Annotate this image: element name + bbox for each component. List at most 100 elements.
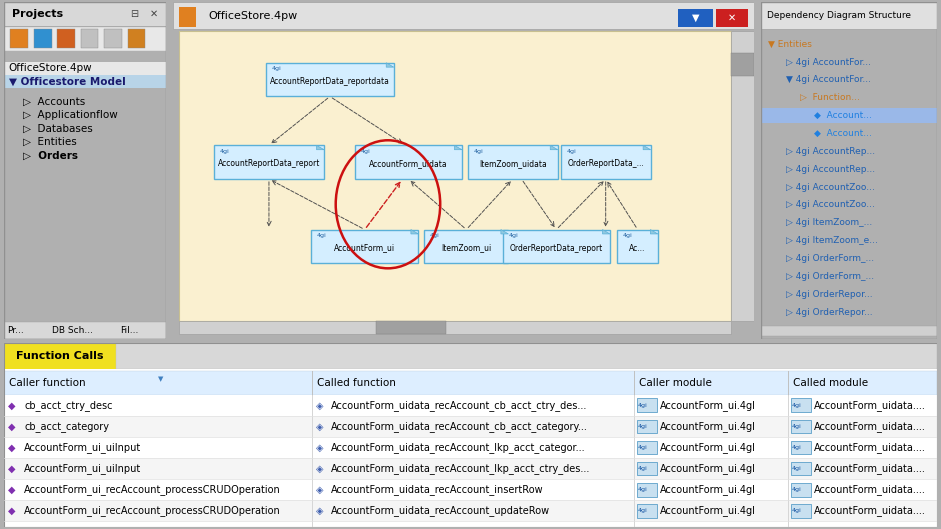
- Text: ▷ 4gi OrderRepor...: ▷ 4gi OrderRepor...: [786, 290, 872, 299]
- FancyBboxPatch shape: [761, 2, 937, 29]
- Text: 4gi: 4gi: [623, 233, 633, 238]
- Text: 4gi: 4gi: [638, 445, 647, 450]
- Polygon shape: [501, 230, 508, 234]
- FancyBboxPatch shape: [637, 419, 657, 433]
- Text: AccountForm_ui: AccountForm_ui: [334, 244, 395, 253]
- FancyBboxPatch shape: [678, 9, 713, 28]
- Text: ▷ 4gi AccountRep...: ▷ 4gi AccountRep...: [786, 147, 875, 156]
- Polygon shape: [650, 230, 658, 234]
- Text: ◆: ◆: [8, 442, 15, 452]
- Polygon shape: [411, 230, 419, 234]
- Text: ◆  Account...: ◆ Account...: [814, 129, 872, 138]
- FancyBboxPatch shape: [10, 29, 28, 48]
- FancyBboxPatch shape: [179, 31, 730, 321]
- Text: AccountForm_ui.4gl: AccountForm_ui.4gl: [660, 421, 756, 432]
- Text: 4gi: 4gi: [566, 149, 576, 154]
- Text: Dependency Diagram Structure: Dependency Diagram Structure: [767, 11, 911, 20]
- Text: ▷ 4gi OrderForm_...: ▷ 4gi OrderForm_...: [786, 272, 874, 281]
- FancyBboxPatch shape: [637, 483, 657, 497]
- FancyBboxPatch shape: [468, 145, 558, 179]
- Text: AccountForm_ui_recAccount_processCRUDOperation: AccountForm_ui_recAccount_processCRUDOpe…: [24, 505, 281, 516]
- Text: AccountForm_uidata....: AccountForm_uidata....: [814, 463, 926, 474]
- FancyBboxPatch shape: [4, 75, 166, 88]
- Text: OfficeStore.4pw: OfficeStore.4pw: [8, 63, 92, 74]
- FancyBboxPatch shape: [4, 369, 937, 527]
- FancyBboxPatch shape: [790, 462, 811, 476]
- Text: Fil...: Fil...: [120, 326, 138, 335]
- Text: AccountForm_ui.4gl: AccountForm_ui.4gl: [660, 463, 756, 474]
- FancyBboxPatch shape: [790, 398, 811, 412]
- Text: AccountReportData_reportdata: AccountReportData_reportdata: [270, 77, 390, 86]
- Polygon shape: [386, 63, 393, 67]
- Text: ▷  Accounts: ▷ Accounts: [24, 96, 86, 106]
- FancyBboxPatch shape: [4, 27, 166, 51]
- FancyBboxPatch shape: [81, 29, 99, 48]
- FancyBboxPatch shape: [790, 419, 811, 433]
- Text: 4gi: 4gi: [317, 233, 327, 238]
- Text: ◆: ◆: [8, 422, 15, 431]
- FancyBboxPatch shape: [637, 441, 657, 454]
- Text: 4gi: 4gi: [791, 445, 802, 450]
- FancyBboxPatch shape: [790, 441, 811, 454]
- Text: Caller module: Caller module: [640, 378, 712, 388]
- Text: 4gi: 4gi: [791, 508, 802, 513]
- Text: AccountForm_uidata_recAccount_updateRow: AccountForm_uidata_recAccount_updateRow: [330, 505, 550, 516]
- Text: AccountForm_uidata_recAccount_lkp_acct_ctry_des...: AccountForm_uidata_recAccount_lkp_acct_c…: [330, 463, 590, 474]
- FancyBboxPatch shape: [502, 230, 610, 263]
- Text: 4gi: 4gi: [638, 487, 647, 492]
- Text: AccountForm_ui_uiInput: AccountForm_ui_uiInput: [24, 463, 141, 474]
- Text: 4gi: 4gi: [791, 424, 802, 429]
- Text: AccountReportData_report: AccountReportData_report: [217, 159, 320, 168]
- Text: 4gi: 4gi: [638, 403, 647, 408]
- Text: ▷  Function...: ▷ Function...: [800, 93, 860, 102]
- FancyBboxPatch shape: [617, 230, 658, 263]
- FancyBboxPatch shape: [311, 230, 419, 263]
- Text: ◆: ◆: [8, 506, 15, 516]
- Text: ▷ 4gi ItemZoom_...: ▷ 4gi ItemZoom_...: [786, 218, 872, 227]
- Text: ▷ 4gi AccountZoo...: ▷ 4gi AccountZoo...: [786, 200, 875, 209]
- Text: ▷ 4gi AccountRep...: ▷ 4gi AccountRep...: [786, 165, 875, 174]
- Text: ItemZoom_ui: ItemZoom_ui: [441, 244, 491, 253]
- Text: 4gi: 4gi: [638, 424, 647, 429]
- Text: ◈: ◈: [315, 506, 323, 516]
- Text: AccountForm_uidata....: AccountForm_uidata....: [814, 400, 926, 411]
- Text: Caller function: Caller function: [9, 378, 86, 388]
- Text: AccountForm_uidata....: AccountForm_uidata....: [814, 505, 926, 516]
- Text: AccountForm_uidata....: AccountForm_uidata....: [814, 442, 926, 453]
- FancyBboxPatch shape: [4, 437, 937, 458]
- FancyBboxPatch shape: [214, 145, 324, 179]
- FancyBboxPatch shape: [730, 31, 754, 321]
- FancyBboxPatch shape: [128, 29, 145, 48]
- Text: cb_acct_category: cb_acct_category: [24, 421, 109, 432]
- FancyBboxPatch shape: [424, 230, 508, 263]
- FancyBboxPatch shape: [4, 458, 937, 479]
- FancyBboxPatch shape: [730, 53, 754, 76]
- Text: ✕: ✕: [150, 9, 157, 19]
- Text: 4gi: 4gi: [638, 508, 647, 513]
- FancyBboxPatch shape: [179, 321, 730, 334]
- Text: AccountForm_uidata_recAccount_cb_acct_ctry_des...: AccountForm_uidata_recAccount_cb_acct_ct…: [330, 400, 587, 411]
- Text: 4gi: 4gi: [508, 233, 518, 238]
- Text: ▷  Orders: ▷ Orders: [24, 150, 78, 160]
- Text: ▼: ▼: [158, 376, 163, 382]
- Text: 4gi: 4gi: [473, 149, 484, 154]
- FancyBboxPatch shape: [4, 371, 937, 395]
- Text: ◈: ◈: [315, 442, 323, 452]
- Text: Called function: Called function: [317, 378, 396, 388]
- Text: ⊟: ⊟: [130, 9, 138, 19]
- Text: ▼ Entities: ▼ Entities: [768, 40, 812, 49]
- Text: ◈: ◈: [315, 463, 323, 473]
- Text: ItemZoom_uidata: ItemZoom_uidata: [479, 159, 547, 168]
- FancyBboxPatch shape: [4, 322, 166, 339]
- Text: ▼: ▼: [692, 13, 699, 23]
- Text: AccountForm_uidata_recAccount_cb_acct_category...: AccountForm_uidata_recAccount_cb_acct_ca…: [330, 421, 587, 432]
- FancyBboxPatch shape: [637, 504, 657, 518]
- Text: ▼ Officestore Model: ▼ Officestore Model: [8, 77, 125, 87]
- Text: Function Calls: Function Calls: [16, 351, 104, 361]
- FancyBboxPatch shape: [179, 7, 197, 28]
- Text: ▷ 4gi AccountFor...: ▷ 4gi AccountFor...: [786, 58, 871, 67]
- FancyBboxPatch shape: [716, 9, 748, 28]
- Polygon shape: [643, 145, 650, 150]
- Text: ◈: ◈: [315, 400, 323, 411]
- Text: 4gi: 4gi: [791, 466, 802, 471]
